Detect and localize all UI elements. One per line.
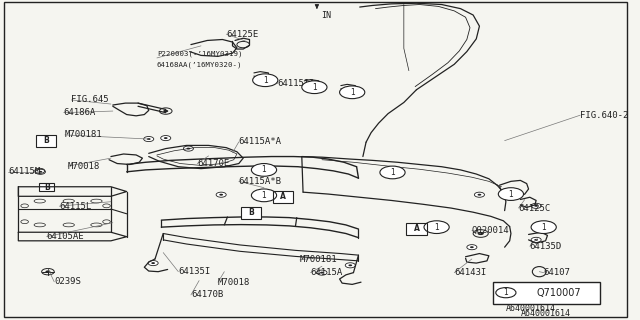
FancyBboxPatch shape — [39, 183, 54, 191]
Text: IN: IN — [321, 12, 331, 20]
Text: A640001614: A640001614 — [506, 304, 556, 313]
Text: 64115IA: 64115IA — [278, 79, 316, 88]
Text: 64115A*A: 64115A*A — [239, 137, 282, 147]
Text: 1: 1 — [509, 189, 513, 199]
Text: 1: 1 — [390, 168, 395, 177]
Circle shape — [496, 288, 516, 298]
Circle shape — [470, 246, 474, 248]
FancyBboxPatch shape — [493, 282, 600, 304]
Circle shape — [216, 192, 226, 197]
Circle shape — [38, 171, 42, 173]
Text: A: A — [280, 192, 286, 201]
Circle shape — [184, 146, 193, 151]
Circle shape — [477, 232, 484, 235]
Circle shape — [253, 74, 278, 87]
Text: 1: 1 — [263, 76, 268, 85]
Circle shape — [348, 264, 352, 266]
Text: 1: 1 — [541, 223, 546, 232]
Text: B: B — [43, 136, 49, 145]
Text: 64115A*B: 64115A*B — [239, 177, 282, 186]
Circle shape — [35, 169, 45, 174]
Circle shape — [531, 203, 541, 208]
Text: M700181: M700181 — [65, 131, 102, 140]
Text: 64170B: 64170B — [191, 290, 223, 300]
Circle shape — [148, 260, 158, 266]
Circle shape — [147, 138, 150, 140]
Circle shape — [302, 81, 327, 93]
Circle shape — [320, 272, 324, 274]
Text: 64170E: 64170E — [197, 159, 230, 168]
Text: 1: 1 — [262, 165, 266, 174]
Circle shape — [534, 239, 538, 241]
Circle shape — [252, 164, 276, 176]
Circle shape — [144, 137, 154, 141]
Circle shape — [345, 263, 355, 268]
FancyBboxPatch shape — [36, 135, 56, 147]
Text: 1: 1 — [504, 288, 508, 297]
Text: 64125C: 64125C — [518, 204, 551, 212]
Text: M70018: M70018 — [218, 278, 250, 287]
Text: 64115A: 64115A — [310, 268, 343, 277]
Text: 64125E: 64125E — [226, 29, 259, 39]
Text: 1: 1 — [434, 223, 439, 232]
FancyBboxPatch shape — [406, 223, 426, 235]
Text: 64168AA(’16MY0320-): 64168AA(’16MY0320-) — [157, 61, 243, 68]
Text: 1: 1 — [350, 88, 355, 97]
Circle shape — [252, 189, 276, 202]
Circle shape — [474, 192, 484, 197]
Circle shape — [186, 148, 190, 149]
Text: M700181: M700181 — [300, 255, 337, 264]
Text: 64135D: 64135D — [530, 242, 562, 251]
Text: FIG.640-2: FIG.640-2 — [580, 111, 628, 120]
Circle shape — [164, 137, 168, 139]
Text: P220003(-’16MY0319): P220003(-’16MY0319) — [157, 51, 243, 57]
Text: A640001614: A640001614 — [521, 309, 572, 318]
Text: Q710007: Q710007 — [536, 288, 581, 298]
Text: 64143I: 64143I — [454, 268, 486, 277]
Circle shape — [220, 194, 223, 196]
Circle shape — [317, 270, 327, 275]
Text: M70018: M70018 — [68, 162, 100, 171]
Circle shape — [161, 136, 171, 140]
Circle shape — [163, 110, 168, 112]
Circle shape — [477, 194, 481, 196]
Text: Q020014: Q020014 — [472, 226, 509, 235]
Text: 64105AE: 64105AE — [47, 232, 84, 241]
Text: 0239S: 0239S — [54, 277, 81, 286]
Circle shape — [531, 221, 556, 234]
Text: 1: 1 — [262, 191, 266, 200]
Circle shape — [534, 205, 538, 207]
Circle shape — [424, 221, 449, 234]
Circle shape — [340, 86, 365, 99]
FancyBboxPatch shape — [241, 207, 262, 219]
Text: A: A — [413, 224, 419, 233]
Text: 64135I: 64135I — [179, 267, 211, 276]
Circle shape — [380, 166, 405, 179]
Text: 64115M: 64115M — [8, 167, 40, 176]
Text: 64186A: 64186A — [64, 108, 96, 117]
Text: B: B — [44, 183, 49, 192]
FancyBboxPatch shape — [273, 191, 293, 203]
Circle shape — [151, 262, 155, 264]
Text: FIG.645: FIG.645 — [71, 95, 109, 104]
Circle shape — [45, 270, 51, 273]
Text: 64107: 64107 — [544, 268, 570, 277]
Circle shape — [467, 245, 477, 250]
Text: 64115L: 64115L — [60, 202, 92, 211]
Circle shape — [531, 237, 541, 243]
Circle shape — [499, 188, 524, 200]
Text: 1: 1 — [312, 83, 317, 92]
Text: B: B — [248, 208, 254, 217]
